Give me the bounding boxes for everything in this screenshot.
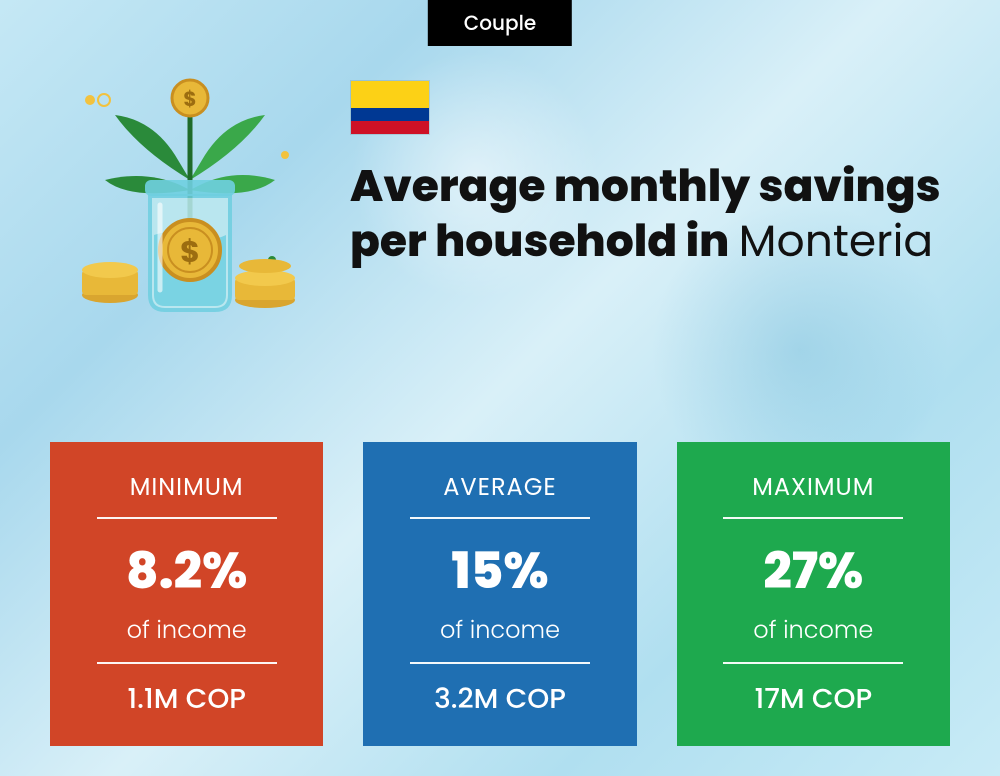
svg-text:$: $ <box>180 230 200 273</box>
svg-text:$: $ <box>183 85 196 113</box>
stat-cards-row: MINIMUM 8.2% of income 1.1M COP AVERAGE … <box>50 442 950 746</box>
stat-percent: 8.2% <box>74 533 299 609</box>
flag-stripe-blue <box>351 108 429 121</box>
stat-label: MINIMUM <box>97 470 277 519</box>
category-badge-label: Couple <box>464 9 536 37</box>
savings-jar-icon: $ $ <box>60 60 320 320</box>
title-block: Average monthly savings per household in… <box>350 60 960 269</box>
category-badge: Couple <box>428 0 572 46</box>
stat-of-income: of income <box>723 613 903 664</box>
stat-amount: 17M COP <box>701 678 926 720</box>
savings-illustration: $ $ <box>60 60 320 320</box>
stat-card-average: AVERAGE 15% of income 3.2M COP <box>363 442 636 746</box>
stat-card-minimum: MINIMUM 8.2% of income 1.1M COP <box>50 442 323 746</box>
colombia-flag-icon <box>350 80 430 135</box>
stat-percent: 27% <box>701 533 926 609</box>
stat-label: MAXIMUM <box>723 470 903 519</box>
stat-percent: 15% <box>387 533 612 609</box>
stat-label: AVERAGE <box>410 470 590 519</box>
page-title: Average monthly savings per household in… <box>350 159 960 269</box>
stat-amount: 1.1M COP <box>74 678 299 720</box>
hero-section: $ $ Average monthly savings per househol… <box>60 60 960 320</box>
stat-card-maximum: MAXIMUM 27% of income 17M COP <box>677 442 950 746</box>
stat-of-income: of income <box>410 613 590 664</box>
flag-stripe-red <box>351 121 429 134</box>
stat-amount: 3.2M COP <box>387 678 612 720</box>
stat-of-income: of income <box>97 613 277 664</box>
title-location: Monteria <box>739 211 933 272</box>
flag-stripe-yellow <box>351 81 429 108</box>
